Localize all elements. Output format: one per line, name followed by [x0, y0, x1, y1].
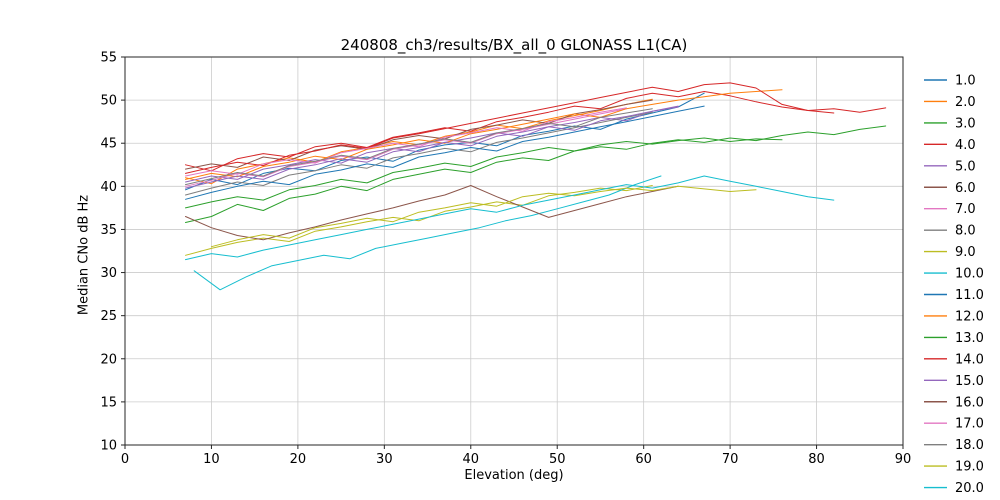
x-axis-label: Elevation (deg)	[464, 468, 564, 483]
legend-item: 19.0	[924, 460, 984, 475]
series-line-6.0	[185, 99, 653, 170]
legend-label-10.0: 10.0	[955, 267, 984, 282]
x-tick-label: 60	[635, 452, 652, 467]
legend-label-4.0: 4.0	[955, 138, 976, 153]
y-tick-label: 15	[100, 395, 117, 410]
series-line-13.0	[185, 137, 783, 209]
y-tick-label: 30	[100, 266, 117, 281]
x-tick-label: 40	[463, 452, 480, 467]
series-line-17.0	[185, 107, 627, 177]
series-line-1.0	[185, 92, 705, 191]
x-tick-label: 30	[376, 452, 393, 467]
legend-item: 20.0	[924, 481, 984, 496]
legend-label-19.0: 19.0	[955, 460, 984, 475]
legend-label-20.0: 20.0	[955, 481, 984, 496]
legend-item: 18.0	[924, 438, 984, 453]
series-line-7.0	[185, 108, 627, 187]
series-line-20.0	[185, 175, 835, 261]
legend-item: 8.0	[924, 224, 976, 239]
legend-item: 12.0	[924, 309, 984, 324]
series-line-12.0	[185, 89, 783, 180]
series-line-4.0	[185, 91, 887, 172]
x-tick-label: 80	[808, 452, 825, 467]
legend-label-7.0: 7.0	[955, 202, 976, 217]
legend-item: 3.0	[924, 116, 976, 131]
legend-label-16.0: 16.0	[955, 395, 984, 410]
legend-label-1.0: 1.0	[955, 74, 976, 89]
y-tick-label: 50	[100, 94, 117, 109]
legend-item: 7.0	[924, 202, 976, 217]
x-tick-label: 0	[121, 452, 129, 467]
x-tick-label: 50	[549, 452, 566, 467]
legend-label-15.0: 15.0	[955, 374, 984, 389]
legend-item: 16.0	[924, 395, 984, 410]
x-tick-label: 20	[290, 452, 307, 467]
chart-title: 240808_ch3/results/BX_all_0 GLONASS L1(C…	[340, 36, 688, 54]
legend-label-17.0: 17.0	[955, 417, 984, 432]
series-line-8.0	[185, 111, 653, 196]
plot-frame	[124, 56, 904, 446]
series-line-10.0	[193, 175, 662, 291]
legend-item: 2.0	[924, 95, 976, 110]
series-line-19.0	[210, 185, 757, 248]
legend-item: 5.0	[924, 159, 976, 174]
x-tick-label: 90	[895, 452, 912, 467]
legend-label-9.0: 9.0	[955, 245, 976, 260]
legend-label-11.0: 11.0	[955, 288, 984, 303]
legend-label-18.0: 18.0	[955, 438, 984, 453]
series-line-9.0	[185, 185, 653, 256]
series-line-3.0	[185, 125, 887, 223]
legend-label-8.0: 8.0	[955, 224, 976, 239]
legend-label-2.0: 2.0	[955, 95, 976, 110]
legend-label-12.0: 12.0	[955, 309, 984, 324]
legend-item: 11.0	[924, 288, 984, 303]
legend-label-3.0: 3.0	[955, 116, 976, 131]
series-line-14.0	[185, 82, 835, 174]
y-tick-label: 35	[100, 223, 117, 238]
y-tick-label: 25	[100, 309, 117, 324]
legend-label-5.0: 5.0	[955, 159, 976, 174]
series-line-11.0	[185, 105, 705, 200]
legend-label-14.0: 14.0	[955, 352, 984, 367]
legend-item: 10.0	[924, 267, 984, 282]
legend-item: 1.0	[924, 74, 976, 89]
legend-item: 9.0	[924, 245, 976, 260]
series-line-15.0	[185, 106, 679, 189]
series-line-16.0	[185, 185, 679, 241]
y-tick-label: 10	[100, 439, 117, 454]
legend-label-6.0: 6.0	[955, 181, 976, 196]
x-tick-label: 10	[203, 452, 220, 467]
y-tick-label: 40	[100, 180, 117, 195]
legend-item: 6.0	[924, 181, 976, 196]
y-axis-label-text: Median CNo dB Hz	[76, 194, 92, 316]
series-line-18.0	[185, 108, 653, 186]
legend-item: 14.0	[924, 352, 984, 367]
y-tick-label: 20	[100, 352, 117, 367]
legend-label-13.0: 13.0	[955, 331, 984, 346]
y-tick-label: 45	[100, 137, 117, 152]
legend-item: 17.0	[924, 417, 984, 432]
legend-item: 4.0	[924, 138, 976, 153]
y-tick-label: 55	[100, 51, 117, 66]
legend-item: 15.0	[924, 374, 984, 389]
series-line-5.0	[185, 105, 679, 183]
x-tick-label: 70	[722, 452, 739, 467]
legend-item: 13.0	[924, 331, 984, 346]
series-line-2.0	[185, 98, 653, 185]
